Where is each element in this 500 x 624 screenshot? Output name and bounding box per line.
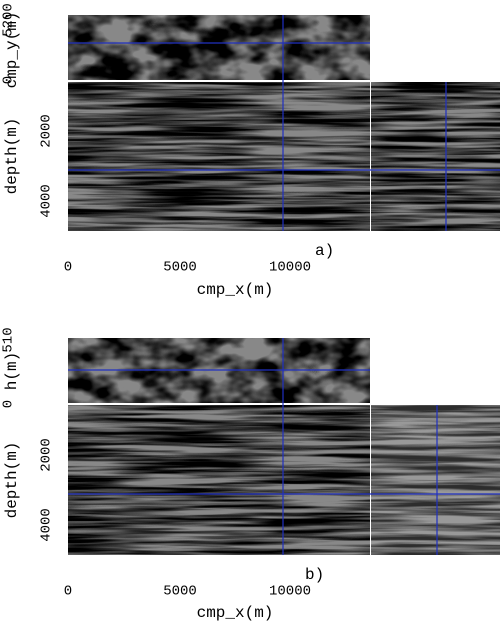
tick-label: 5000 bbox=[163, 260, 197, 276]
tick-label: 10000 bbox=[269, 584, 311, 600]
top-image-texture bbox=[68, 15, 370, 80]
panel-b: 510 h(m) 0 2000 depth(m) 4000 b) 0 5000 … bbox=[1, 327, 500, 622]
tick-label: 5200 bbox=[1, 3, 17, 37]
tick-label: 2000 bbox=[39, 114, 55, 148]
tick-label: 4000 bbox=[39, 184, 55, 218]
tick-label: 0 bbox=[64, 584, 72, 600]
axis-label: h(m) bbox=[3, 352, 21, 390]
axis-label: depth(m) bbox=[3, 442, 21, 519]
axis-label: cmp_x(m) bbox=[197, 604, 274, 622]
tick-label: 5000 bbox=[163, 584, 197, 600]
tick-label: 510 bbox=[1, 327, 17, 352]
tick-label: 4000 bbox=[39, 508, 55, 542]
tick-label: 0 bbox=[1, 400, 17, 408]
main-image-texture bbox=[68, 405, 370, 555]
tick-label: 10000 bbox=[269, 260, 311, 276]
side-image-texture bbox=[371, 405, 500, 555]
tick-label: 0 bbox=[1, 76, 17, 84]
tick-label: 2000 bbox=[39, 438, 55, 472]
axis-label: cmp_y(m) bbox=[3, 12, 21, 89]
tick-label: 0 bbox=[64, 260, 72, 276]
main-image-texture bbox=[68, 82, 370, 231]
axis-label: cmp_x(m) bbox=[197, 281, 274, 299]
panel-label: a) bbox=[315, 242, 334, 260]
side-image-texture bbox=[371, 82, 500, 231]
panel-a: 5200 cmp_y(m) 0 2000 depth(m) 4000 a) 0 … bbox=[1, 3, 500, 299]
axis-label: depth(m) bbox=[3, 118, 21, 195]
panel-label: b) bbox=[305, 566, 324, 584]
